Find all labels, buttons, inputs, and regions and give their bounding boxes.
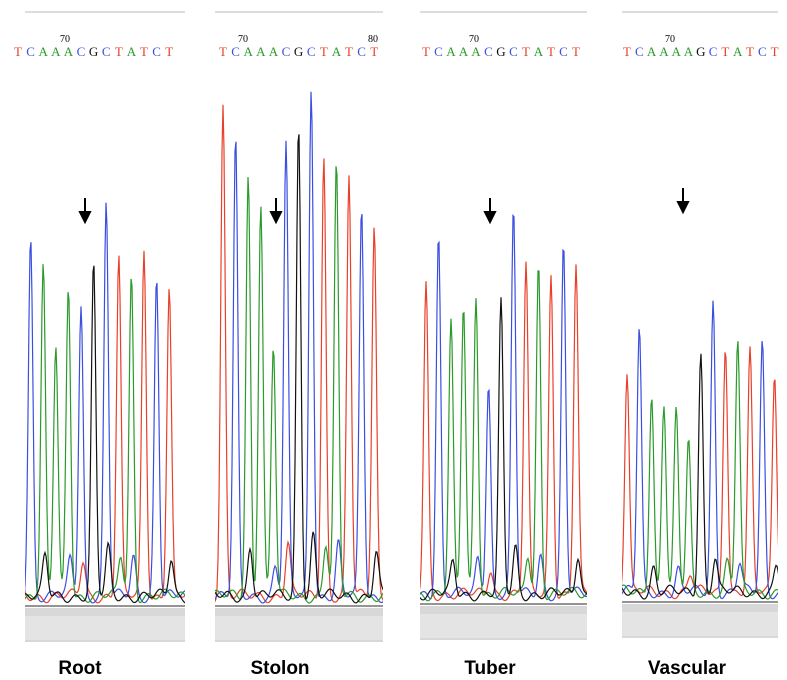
base-call: T — [345, 44, 353, 59]
arrow — [269, 198, 283, 225]
base-call: T — [140, 44, 148, 59]
base-call: A — [684, 44, 694, 59]
trace — [25, 202, 185, 604]
trace — [215, 134, 383, 604]
base-call: A — [471, 44, 481, 59]
base-call: T — [219, 44, 227, 59]
base-call: C — [77, 44, 86, 59]
trace — [215, 91, 383, 604]
base-call: C — [559, 44, 568, 59]
base-call: T — [572, 44, 580, 59]
base-call: A — [269, 44, 279, 59]
base-call: C — [484, 44, 493, 59]
base-call: C — [357, 44, 366, 59]
base-call: A — [127, 44, 137, 59]
base-call: T — [721, 44, 729, 59]
base-call: T — [14, 44, 22, 59]
base-call: A — [672, 44, 682, 59]
position-number: 70 — [238, 34, 248, 45]
position-number: 70 — [665, 34, 675, 45]
base-call: G — [496, 44, 505, 59]
base-call: A — [459, 44, 469, 59]
base-call: A — [659, 44, 669, 59]
base-call: A — [647, 44, 657, 59]
base-call: G — [89, 44, 98, 59]
base-call: C — [231, 44, 240, 59]
base-call: C — [152, 44, 161, 59]
base-call: A — [446, 44, 456, 59]
base-call: T — [320, 44, 328, 59]
panel-label: Root — [58, 658, 102, 679]
base-call: G — [696, 44, 705, 59]
scroll-track — [25, 616, 185, 640]
arrow — [483, 198, 497, 225]
scroll-track — [622, 612, 778, 636]
base-call: C — [709, 44, 718, 59]
base-call: C — [509, 44, 518, 59]
base-call: C — [26, 44, 35, 59]
base-call: C — [102, 44, 111, 59]
base-call: A — [256, 44, 266, 59]
base-call: T — [115, 44, 123, 59]
trace — [25, 265, 185, 604]
base-call: C — [282, 44, 291, 59]
base-call: A — [64, 44, 74, 59]
trace — [25, 250, 185, 604]
panel-background — [215, 8, 383, 640]
trace — [622, 353, 778, 600]
position-number: 70 — [60, 34, 70, 45]
base-call: G — [294, 44, 303, 59]
base-call: T — [623, 44, 631, 59]
base-call: A — [39, 44, 49, 59]
trace — [215, 104, 383, 604]
scroll-track — [215, 616, 383, 640]
base-call: C — [307, 44, 316, 59]
base-call: T — [522, 44, 530, 59]
panel-label: Vascular — [648, 658, 727, 679]
trace — [622, 300, 778, 600]
panel-label: Tuber — [464, 658, 516, 679]
base-call: T — [547, 44, 555, 59]
base-call: A — [332, 44, 342, 59]
trace — [420, 270, 587, 602]
trace — [420, 297, 587, 602]
base-call: T — [422, 44, 430, 59]
scroll-track — [420, 614, 587, 638]
base-call: C — [758, 44, 767, 59]
base-call: A — [51, 44, 61, 59]
base-call: T — [746, 44, 754, 59]
base-call: C — [434, 44, 443, 59]
trace — [215, 166, 383, 604]
arrow — [676, 188, 690, 215]
base-call: A — [244, 44, 254, 59]
trace — [420, 213, 587, 602]
base-call: A — [733, 44, 743, 59]
panel-label: Stolon — [250, 658, 309, 679]
base-call: C — [635, 44, 644, 59]
base-call: T — [165, 44, 173, 59]
base-call: T — [370, 44, 378, 59]
position-number: 70 — [469, 34, 479, 45]
position-number: 80 — [368, 34, 378, 45]
base-call: T — [771, 44, 779, 59]
arrow — [78, 198, 92, 225]
base-call: A — [534, 44, 544, 59]
